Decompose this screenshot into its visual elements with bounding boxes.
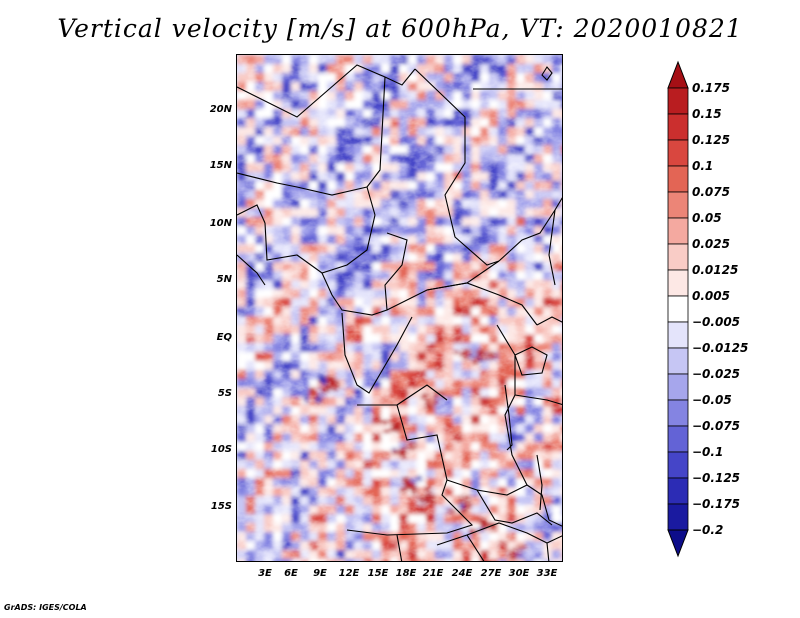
border-dr-congo-angola [396, 384, 448, 406]
colorbar-label: −0.025 [692, 367, 741, 381]
border-zimbabwe-south [466, 534, 485, 561]
grads-credit: GrADS: IGES/COLA [4, 603, 87, 612]
border-mozambique-south [546, 542, 550, 561]
colorbar-label: 0.1 [692, 159, 714, 173]
colorbar-label: −0.005 [692, 315, 741, 329]
colorbar-label: −0.05 [692, 393, 732, 407]
colorbar-box [667, 295, 689, 323]
lon-label-3e: 3E [258, 568, 272, 579]
colorbar-label: −0.1 [692, 445, 724, 459]
map-plot-area [236, 54, 563, 562]
colorbar-box [667, 243, 689, 271]
lon-label-33e: 33E [536, 568, 558, 579]
colorbar-label: −0.0125 [692, 341, 749, 355]
colorbar-label: 0.125 [692, 133, 730, 147]
colorbar-label: 0.175 [692, 81, 730, 95]
colorbar-label: −0.075 [692, 419, 741, 433]
lat-label-10n: 10N [209, 218, 232, 229]
field-texture [237, 55, 562, 561]
border-south-sudan [426, 282, 538, 326]
colorbar [667, 60, 689, 558]
colorbar-box [667, 321, 689, 349]
colorbar-label: 0.15 [692, 107, 722, 121]
lon-label-9e: 9E [313, 568, 327, 579]
colorbar-label: −0.175 [692, 497, 741, 511]
colorbar-box [667, 139, 689, 167]
colorbar-label: −0.125 [692, 471, 741, 485]
border-zimbabwe [436, 522, 562, 546]
border-uganda-kenya [536, 316, 562, 326]
border-mozambique [526, 484, 562, 527]
colorbar-box [667, 191, 689, 219]
border-chad-libya-sudan [414, 68, 500, 266]
colorbar-label: 0.075 [692, 185, 730, 199]
lon-label-6e: 6E [284, 568, 298, 579]
colorbar-box [667, 269, 689, 297]
border-congo [341, 312, 413, 394]
lon-label-21e: 21E [422, 568, 444, 579]
lake-malawi [536, 454, 543, 511]
lon-label-12e: 12E [338, 568, 360, 579]
border-burkina [237, 204, 266, 224]
border-sudan-east [498, 197, 562, 262]
lat-label-5n: 5N [216, 274, 232, 285]
lake-tanganyika [504, 384, 513, 451]
colorbar-bottom-triangle [667, 529, 689, 558]
country-borders [237, 64, 562, 561]
colorbar-box [667, 165, 689, 193]
border-tanzania [514, 394, 562, 405]
border-niger-chad [366, 76, 386, 216]
border-botswana [396, 534, 403, 561]
border-angola [346, 404, 474, 536]
lat-label-20n: 20N [209, 104, 232, 115]
colorbar-label: 0.025 [692, 237, 730, 251]
colorbar-label: 0.0125 [692, 263, 739, 277]
border-west-coast [237, 254, 266, 286]
lake-victoria [514, 346, 548, 376]
lon-label-15e: 15E [367, 568, 389, 579]
lat-label-15s: 15S [210, 501, 232, 512]
colorbar-box [667, 477, 689, 505]
colorbar-box [667, 217, 689, 245]
lat-label-10s: 10S [210, 444, 232, 455]
vertical-velocity-field [237, 55, 562, 561]
lon-label-18e: 18E [395, 568, 417, 579]
colorbar-box [667, 503, 689, 531]
colorbar-box [667, 399, 689, 427]
colorbar-box [667, 451, 689, 479]
colorbar-label: 0.005 [692, 289, 730, 303]
border-ethiopia-west [548, 209, 556, 286]
colorbar-label: 0.05 [692, 211, 722, 225]
colorbar-box [667, 425, 689, 453]
colorbar-box [667, 87, 689, 115]
lon-label-27e: 27E [480, 568, 502, 579]
colorbar-top-triangle [667, 60, 689, 89]
border-mali-niger [237, 172, 368, 196]
lon-label-30e: 30E [508, 568, 530, 579]
colorbar-box [667, 113, 689, 141]
colorbar-box [667, 347, 689, 375]
border-drc-east [446, 324, 528, 496]
lat-label-eq: EQ [216, 332, 232, 343]
lat-label-5s: 5S [217, 388, 232, 399]
colorbar-label: −0.2 [692, 523, 724, 537]
map-title: Vertical velocity [m/s] at 600hPa, VT: 2… [57, 14, 743, 43]
border-zambia [476, 489, 553, 526]
lat-label-15n: 15N [209, 160, 232, 171]
colorbar-box [667, 373, 689, 401]
red-sea-coast [541, 66, 553, 81]
lon-label-24e: 24E [451, 568, 473, 579]
border-north-algeria-niger [237, 64, 416, 118]
